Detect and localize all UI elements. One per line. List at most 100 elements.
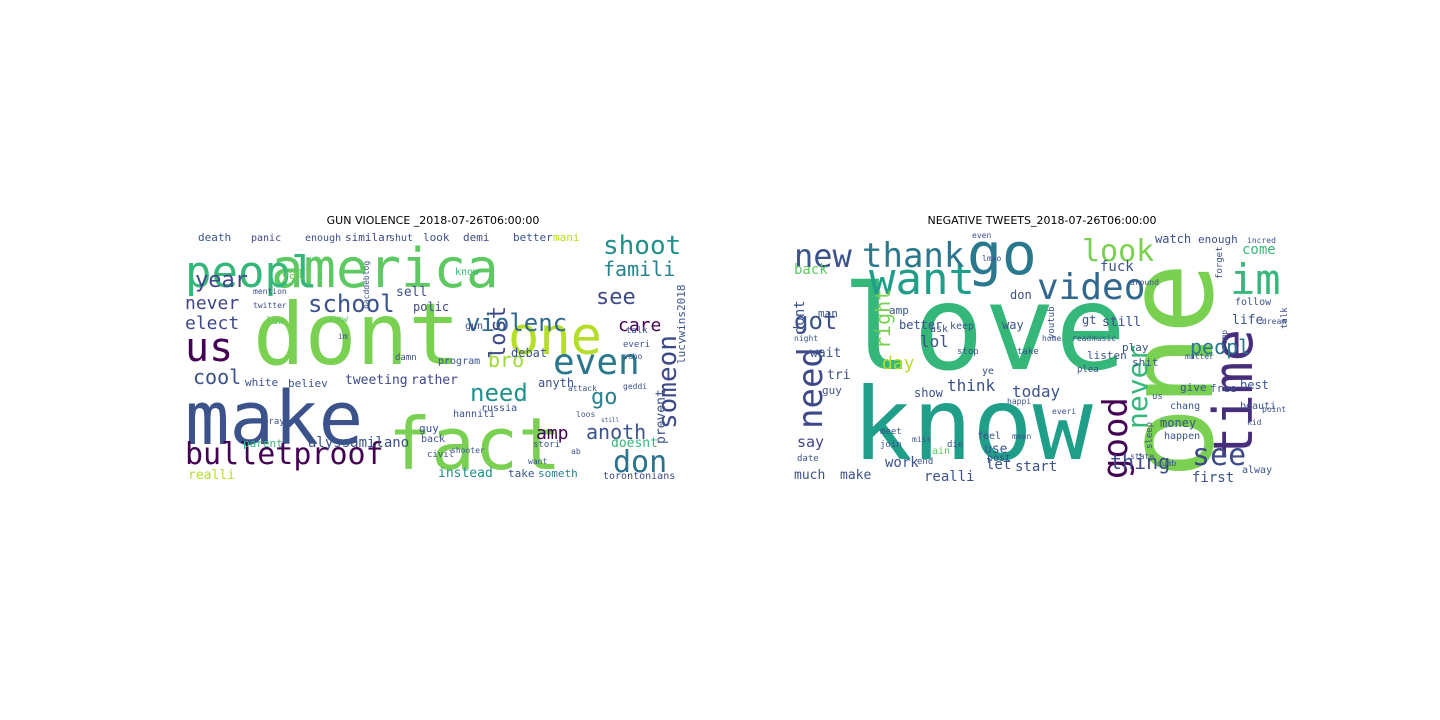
word-one: one bbox=[1102, 262, 1241, 479]
word-matter: matter bbox=[1185, 352, 1214, 361]
word-back: back bbox=[794, 262, 828, 278]
word-tweeting: tweeting bbox=[345, 373, 408, 388]
word-happi: happi bbox=[1007, 397, 1031, 406]
word-money: money bbox=[1160, 416, 1196, 430]
word-alyssamilano: alyssamilano bbox=[308, 435, 409, 451]
word-gun: gun bbox=[465, 321, 483, 332]
word-keep: keep bbox=[950, 321, 974, 332]
word-twitter: twitter bbox=[253, 301, 287, 310]
panel-title-negative-tweets: NEGATIVE TWEETS_2018-07-26T06:00:00 bbox=[927, 214, 1157, 227]
word-incred: incred bbox=[1247, 236, 1276, 245]
word-famili: famili bbox=[603, 257, 675, 281]
word-sleep: sleep bbox=[1145, 422, 1155, 449]
word-sell: sell bbox=[396, 285, 427, 300]
word-way: way bbox=[1002, 318, 1024, 332]
word-see: see bbox=[596, 285, 636, 310]
word-take: take bbox=[508, 467, 535, 480]
word-right: right bbox=[871, 289, 895, 349]
word-im: im bbox=[338, 332, 348, 341]
word-let: let bbox=[986, 457, 1011, 473]
word-everi: everi bbox=[1052, 407, 1076, 416]
word-someon: someon bbox=[653, 335, 683, 429]
word-geddi: geddi bbox=[623, 382, 647, 391]
word-pray: pray bbox=[263, 417, 285, 427]
word-come: come bbox=[1242, 242, 1276, 258]
word-shooter: shooter bbox=[451, 446, 485, 455]
word-similar: similar bbox=[345, 231, 392, 244]
word-make: make bbox=[185, 376, 363, 462]
word-die: die bbox=[947, 440, 963, 450]
word-mani: mani bbox=[553, 231, 580, 244]
word-beauti: beauti bbox=[1240, 401, 1276, 412]
word-better: better bbox=[899, 318, 942, 332]
word-instead: instead bbox=[438, 466, 493, 481]
word-torontonians: torontonians bbox=[603, 471, 675, 482]
word-us: us bbox=[1152, 392, 1163, 402]
word-gt: gt bbox=[1082, 313, 1096, 327]
word-use: use bbox=[984, 442, 1008, 457]
word-everi: everi bbox=[623, 340, 650, 350]
word-join: join bbox=[880, 440, 902, 450]
word-amp: amp bbox=[536, 423, 569, 444]
word-free: free bbox=[1210, 382, 1237, 395]
word-even: even bbox=[553, 342, 640, 383]
word-lost: lost bbox=[486, 306, 511, 359]
word-make: make bbox=[840, 468, 871, 482]
word-shit: shit bbox=[1132, 356, 1159, 369]
word-don: don bbox=[613, 445, 667, 480]
word-ab: ab bbox=[571, 447, 581, 456]
word-parent: parent bbox=[243, 437, 283, 450]
word-need: need bbox=[792, 347, 831, 429]
word-meet: meet bbox=[880, 427, 902, 437]
word-still: still bbox=[1102, 315, 1141, 330]
word-loos: loos bbox=[576, 410, 595, 419]
word-day: day bbox=[882, 353, 915, 374]
word-thing: thing bbox=[1110, 450, 1170, 474]
word-shoot: shoot bbox=[603, 231, 681, 261]
word-know: know bbox=[455, 267, 480, 278]
word-date: date bbox=[797, 454, 819, 464]
word-us: us bbox=[185, 325, 233, 371]
word-thank: thank bbox=[862, 236, 964, 276]
word-want: want bbox=[869, 254, 975, 305]
word-better: better bbox=[513, 231, 553, 244]
word-miss: miss bbox=[912, 435, 931, 444]
word-ask: ask bbox=[930, 324, 948, 335]
word-happen: happen bbox=[1164, 431, 1200, 442]
word-good: good bbox=[1096, 397, 1136, 479]
panel-title-gun-violence: GUN VIOLENCE _2018-07-26T06:00:00 bbox=[326, 214, 540, 227]
word-civil: civil bbox=[427, 450, 454, 460]
word-look: look bbox=[1082, 234, 1154, 269]
word-new: new bbox=[330, 314, 349, 325]
word-need: need bbox=[470, 379, 528, 407]
word-talk: talk bbox=[1280, 307, 1290, 329]
word-trump: trump bbox=[1220, 330, 1229, 354]
word-demi: demi bbox=[463, 231, 490, 244]
word-forget: forget bbox=[1215, 246, 1225, 279]
word-alway: alway bbox=[1242, 465, 1272, 476]
word-time: time bbox=[1202, 329, 1265, 459]
word-home: home bbox=[1042, 334, 1061, 343]
word-fuck: fuck bbox=[1100, 259, 1134, 275]
word-hanniti: hanniti bbox=[453, 409, 495, 420]
word-violenc: violenc bbox=[466, 309, 567, 337]
word-someth: someth bbox=[538, 467, 578, 480]
word-dont: dont bbox=[792, 300, 808, 334]
word-read: read bbox=[1072, 334, 1091, 343]
word-cloud-negative-tweets: love know one go want thank new video im time look… bbox=[792, 229, 1295, 482]
word-realli: realli bbox=[188, 468, 235, 482]
word-russia: russia bbox=[481, 403, 517, 414]
word-ain: ain bbox=[932, 446, 950, 457]
word-night: night bbox=[794, 334, 818, 343]
word-never: never bbox=[185, 293, 239, 314]
word-im: im bbox=[1230, 255, 1281, 304]
word-enough: enough bbox=[305, 233, 341, 244]
word-post: post bbox=[987, 453, 1011, 464]
word-watch: watch bbox=[1155, 232, 1191, 246]
word-year: year bbox=[195, 268, 248, 293]
word-enough: enough bbox=[1198, 233, 1238, 246]
word-anyth: anyth bbox=[538, 376, 574, 390]
word-work: work bbox=[885, 455, 919, 471]
